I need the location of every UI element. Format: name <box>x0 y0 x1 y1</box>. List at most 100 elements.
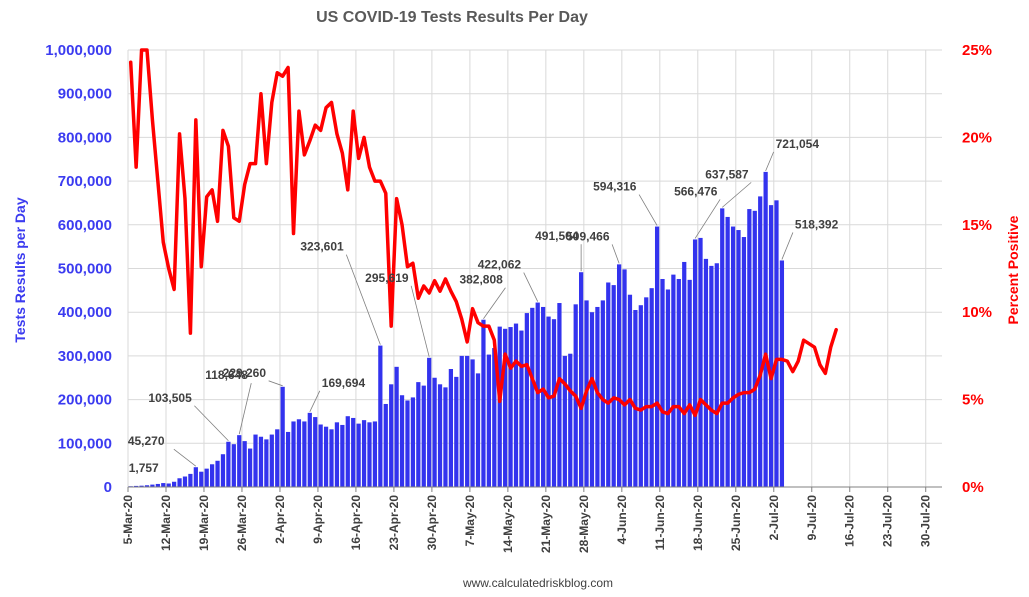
bar <box>519 330 524 487</box>
bar <box>714 263 719 487</box>
x-tick-label: 30-Apr-20 <box>425 495 439 551</box>
bar <box>730 226 736 487</box>
annotation-leader <box>345 254 381 345</box>
bar <box>557 303 562 487</box>
bar <box>405 400 410 487</box>
bar <box>399 395 405 487</box>
bar <box>356 423 361 487</box>
bar <box>541 306 546 487</box>
bar-annotation: 518,392 <box>795 217 839 231</box>
bar <box>752 210 757 488</box>
y2-axis-label: Percent Positive <box>1005 215 1021 324</box>
x-tick-label: 26-Mar-20 <box>235 495 249 551</box>
y2-tick-label: 0% <box>962 479 984 496</box>
annotation-leader <box>410 285 430 357</box>
x-tick-label: 16-Apr-20 <box>349 495 363 551</box>
bar <box>568 353 573 487</box>
bar <box>258 436 264 487</box>
bar <box>470 359 475 487</box>
bar <box>508 327 513 487</box>
x-tick-label: 5-Mar-20 <box>121 495 135 545</box>
annotation-leader <box>268 380 283 387</box>
chart-title: US COVID-19 Tests Results Per Day <box>316 9 588 26</box>
y-tick-label: 900,000 <box>58 86 112 103</box>
gridlines <box>127 49 942 488</box>
bar <box>682 261 687 487</box>
annotation-leader <box>765 151 775 172</box>
bar-annotation: 566,476 <box>674 184 718 198</box>
x-tick-label: 28-May-20 <box>577 495 591 553</box>
bar-series <box>128 171 785 488</box>
percent-positive-line <box>128 48 838 418</box>
y-tick-label: 500,000 <box>58 261 112 278</box>
bar <box>720 208 725 487</box>
bar <box>340 424 345 487</box>
bar <box>633 310 638 487</box>
bar <box>215 460 220 487</box>
bar <box>280 386 285 487</box>
bar <box>546 316 551 487</box>
bar <box>247 448 253 487</box>
bar <box>144 485 150 487</box>
bar <box>524 313 529 487</box>
bar <box>351 417 356 487</box>
bar <box>676 278 681 487</box>
bar <box>692 239 698 487</box>
bar <box>367 422 372 487</box>
x-tick-label: 12-Mar-20 <box>159 495 173 551</box>
bar <box>437 384 443 487</box>
bar <box>242 441 247 487</box>
bar <box>747 209 752 487</box>
x-tick-label: 2-Jul-20 <box>767 495 781 541</box>
x-tick-label: 11-Jun-20 <box>653 495 667 551</box>
bar <box>579 272 584 487</box>
y-tick-label: 100,000 <box>58 435 112 452</box>
bar-annotation: 491,504 <box>535 229 579 243</box>
line-series <box>128 48 838 418</box>
bar <box>459 355 464 487</box>
bar <box>497 326 502 487</box>
bar <box>763 171 768 487</box>
bar <box>758 196 763 487</box>
bar <box>177 478 182 487</box>
bar <box>649 288 654 487</box>
bar <box>616 264 622 487</box>
bar-annotation: 229,260 <box>223 366 267 380</box>
bar-annotation: 637,587 <box>705 167 749 181</box>
bar <box>736 230 741 487</box>
y-tick-label: 400,000 <box>58 304 112 321</box>
bar <box>589 312 595 487</box>
bar <box>687 279 692 487</box>
bar <box>611 285 616 487</box>
bar <box>166 483 171 487</box>
bar-annotation: 295,619 <box>365 271 409 285</box>
x-tick-label: 7-May-20 <box>463 495 477 547</box>
bar-annotation: 323,601 <box>300 240 344 254</box>
bar <box>334 422 340 487</box>
bar <box>253 434 258 487</box>
x-tick-label: 23-Jul-20 <box>881 495 895 547</box>
bar <box>209 464 215 487</box>
x-tick-label: 4-Jun-20 <box>615 495 629 545</box>
bar <box>394 366 399 487</box>
bar <box>665 289 671 487</box>
bar <box>551 319 557 487</box>
y-tick-label: 200,000 <box>58 392 112 409</box>
bar <box>220 454 226 487</box>
bar <box>638 305 643 487</box>
annotation-leader <box>173 448 197 467</box>
bar <box>329 429 334 487</box>
bar <box>741 237 747 487</box>
bar <box>421 385 426 487</box>
bar <box>313 417 318 487</box>
bar <box>503 328 508 487</box>
bar <box>475 373 481 487</box>
x-tick-label: 23-Apr-20 <box>387 495 401 551</box>
y-tick-label: 700,000 <box>58 173 112 190</box>
bar <box>627 294 633 487</box>
bar-annotation: 422,062 <box>478 258 522 272</box>
bar <box>291 421 296 487</box>
bar <box>231 444 236 487</box>
